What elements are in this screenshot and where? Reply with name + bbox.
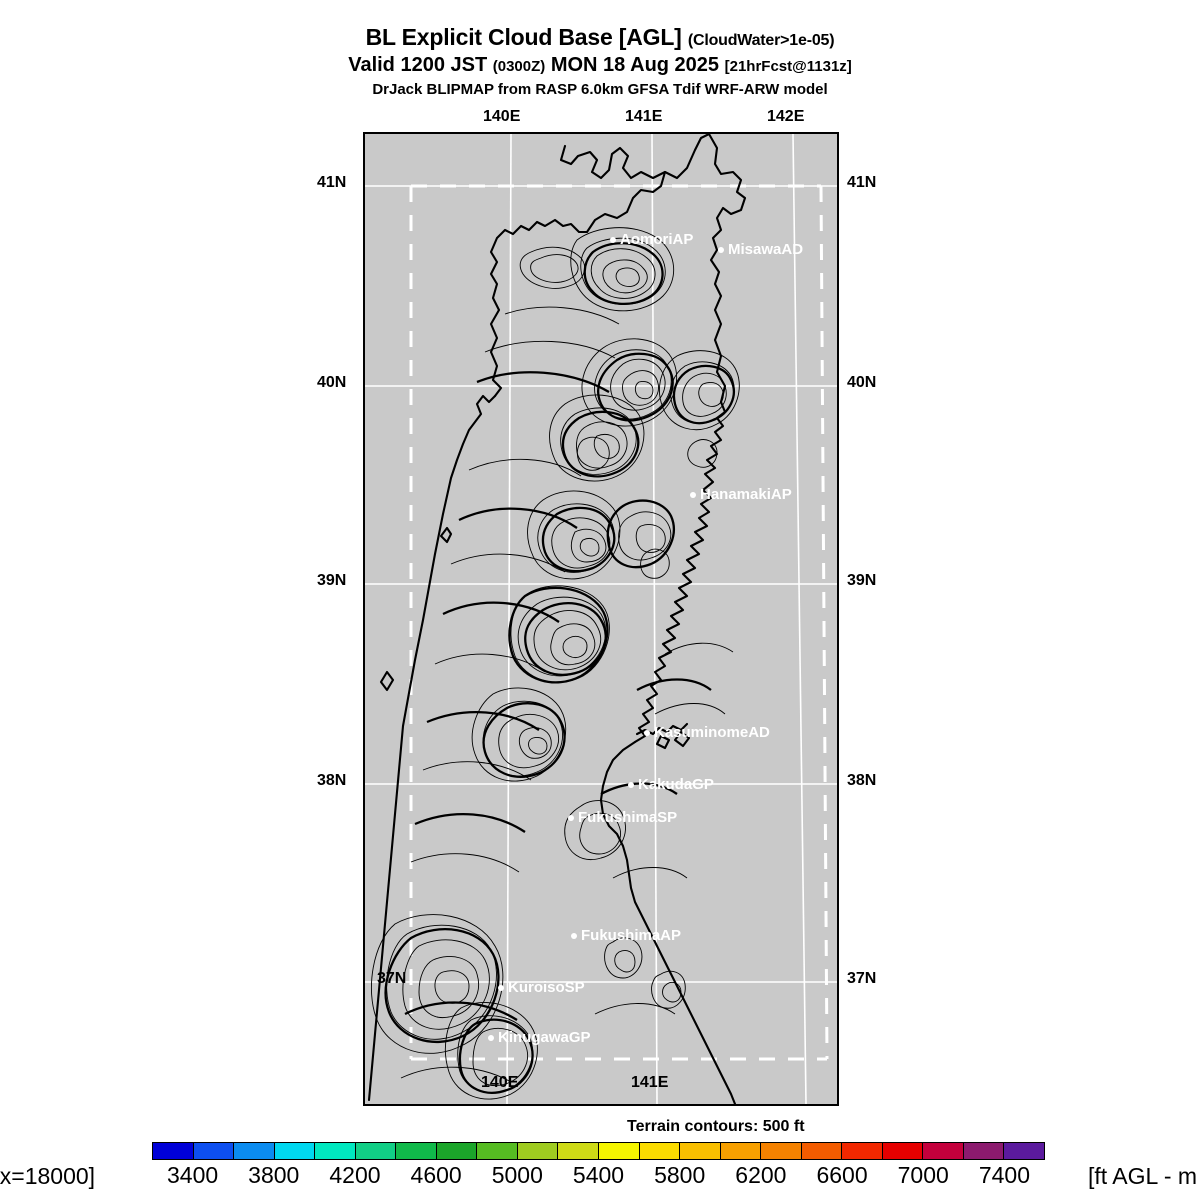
station-marker[interactable]: FukushimaAP	[571, 928, 681, 943]
station-marker[interactable]: KuroisoSP	[498, 980, 585, 995]
colorbar-swatch	[517, 1143, 559, 1159]
station-label: KakudaGP	[638, 776, 714, 793]
colorbar-swatch	[274, 1143, 316, 1159]
lat-label-inmap: 37N	[377, 970, 407, 987]
colorbar-swatch	[720, 1143, 762, 1159]
header-block: BL Explicit Cloud Base [AGL] (CloudWater…	[0, 0, 1200, 98]
lat-label-right: 41N	[847, 174, 877, 191]
station-marker[interactable]: AomoriAP	[610, 232, 693, 247]
colorbar-tick-label: 5400	[572, 1162, 625, 1188]
colorbar-swatch	[963, 1143, 1005, 1159]
colorbar-swatch	[882, 1143, 924, 1159]
lat-label-right: 39N	[847, 572, 877, 589]
station-dot	[628, 781, 634, 788]
terrain-contours-index	[384, 242, 735, 1094]
colorbar-swatch	[599, 1143, 640, 1159]
map-container[interactable]: 140E 141E 142E 140E 141E 41N 40N 39N 38N…	[317, 108, 876, 1106]
colorbar-tick-label: 3400	[166, 1162, 219, 1188]
colorbar-swatch	[558, 1143, 600, 1159]
station-marker[interactable]: KinugawaGP	[488, 1030, 591, 1045]
station-label: KasuminomeAD	[654, 724, 770, 741]
station-dot	[718, 246, 724, 253]
colorbar-tick-label: 7000	[897, 1162, 949, 1188]
valid-time-utc: (0300Z)	[492, 58, 546, 75]
station-label: HanamakiAP	[700, 486, 792, 503]
lon-label-bottom: 141E	[631, 1074, 669, 1091]
title-main: BL Explicit Cloud Base [AGL]	[365, 24, 682, 50]
colorbar-swatch	[315, 1143, 356, 1159]
station-dot	[690, 491, 696, 498]
station-label: FukushimaSP	[578, 809, 678, 826]
station-marker[interactable]: FukushimaSP	[568, 810, 677, 825]
station-dot	[610, 236, 616, 243]
colorbar-tick-label: 6200	[735, 1162, 787, 1188]
lon-label-top: 141E	[625, 108, 663, 125]
colorbar-swatch	[193, 1143, 235, 1159]
colorbar-swatch	[639, 1143, 681, 1159]
colorbar-swatch	[842, 1143, 883, 1159]
lon-label-top: 140E	[483, 108, 521, 125]
lat-label-right: 38N	[847, 772, 877, 789]
colorbar-tick-label: 5000	[491, 1162, 543, 1188]
station-marker[interactable]: KasuminomeAD	[644, 725, 770, 740]
map-graphics	[365, 134, 837, 1104]
colorbar-tick-label: 3800	[248, 1162, 300, 1188]
lat-label-left: 38N	[317, 772, 347, 789]
station-marker[interactable]: HanamakiAP	[690, 487, 792, 502]
colorbar-swatch	[234, 1143, 275, 1159]
station-dot	[571, 932, 577, 939]
forecast-hour: [21hrFcst@1131z]	[724, 58, 852, 75]
colorbar-tick-label: 4600	[410, 1162, 462, 1188]
coastline	[367, 134, 747, 1104]
colorbar-swatch	[396, 1143, 437, 1159]
valid-time-line: Valid 1200 JST (0300Z) MON 18 Aug 2025 […	[0, 54, 1200, 77]
colorbar-swatch	[153, 1143, 194, 1159]
station-label: KinugawaGP	[498, 1029, 591, 1046]
domain-boundary-dashed	[409, 184, 829, 1061]
lat-label-left: 41N	[317, 174, 347, 191]
valid-time: Valid 1200 JST	[348, 54, 488, 76]
page-title: BL Explicit Cloud Base [AGL] (CloudWater…	[0, 24, 1200, 51]
colorbar-swatch	[436, 1143, 478, 1159]
colorbar-ticks: 3400 3800 4200 4600 5000 5400 5800 6200 6600 7000…	[152, 1162, 1045, 1192]
terrain-contours-thin	[371, 227, 740, 1100]
lat-label-left: 40N	[317, 374, 347, 391]
model-line: DrJack BLIPMAP from RASP 6.0km GFSA Tdif…	[372, 81, 828, 98]
station-marker[interactable]: MisawaAD	[718, 242, 803, 257]
colorbar-swatch	[801, 1143, 843, 1159]
colorbar-tick-label: 4200	[329, 1162, 381, 1188]
title-qualifier: (CloudWater>1e-05)	[687, 32, 835, 49]
colorbar	[152, 1142, 1045, 1160]
colorbar-right-label: [ft AGL - m	[1088, 1163, 1198, 1189]
colorbar-swatch	[1004, 1143, 1045, 1159]
station-marker[interactable]: KakudaGP	[628, 777, 714, 792]
lon-label-bottom: 140E	[481, 1074, 519, 1091]
colorbar-swatch	[355, 1143, 397, 1159]
station-label: AomoriAP	[620, 231, 694, 248]
station-dot	[488, 1034, 494, 1041]
valid-date: MON 18 Aug 2025	[550, 54, 720, 76]
lat-label-left: 39N	[317, 572, 347, 589]
map-frame[interactable]	[363, 132, 839, 1106]
colorbar-swatch	[923, 1143, 964, 1159]
lat-label-right: 37N	[847, 970, 877, 987]
lat-label-right: 40N	[847, 374, 877, 391]
terrain-contour-note: Terrain contours: 500 ft	[627, 1118, 805, 1135]
station-dot	[644, 729, 650, 736]
colorbar-left-label: ax=18000]	[0, 1163, 96, 1189]
station-label: KuroisoSP	[508, 979, 585, 996]
colorbar-tick-label: 6600	[816, 1162, 868, 1188]
colorbar-tick-label: 5800	[654, 1162, 706, 1188]
lon-label-top: 142E	[767, 108, 805, 125]
colorbar-tick-label: 7400	[978, 1162, 1030, 1188]
station-dot	[568, 814, 574, 821]
colorbar-swatch	[761, 1143, 802, 1159]
colorbar-swatch	[680, 1143, 721, 1159]
station-label: FukushimaAP	[581, 927, 682, 944]
colorbar-swatch	[477, 1143, 518, 1159]
station-dot	[498, 984, 504, 991]
station-label: MisawaAD	[728, 241, 804, 258]
